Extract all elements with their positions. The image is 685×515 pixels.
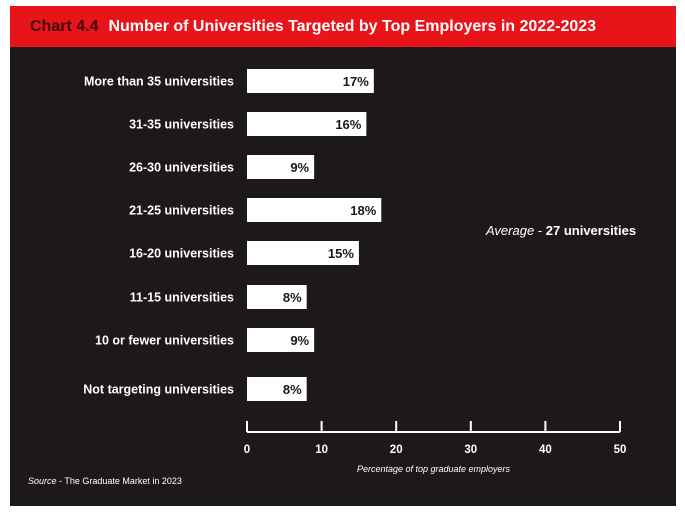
category-label: More than 35 universities: [84, 75, 234, 89]
category-label: Not targeting universities: [83, 383, 234, 397]
x-tick-label: 40: [539, 444, 552, 456]
bar-value-label: 8%: [283, 290, 302, 305]
average-annotation-separator: -: [534, 223, 546, 238]
bar: [247, 69, 374, 93]
category-label: 21-25 universities: [129, 204, 234, 218]
bar-value-label: 15%: [328, 246, 354, 261]
bar-value-label: 8%: [283, 382, 302, 397]
x-tick-label: 0: [244, 444, 250, 456]
bar: [247, 112, 367, 136]
category-label: 26-30 universities: [129, 161, 234, 175]
source-separator: -: [56, 476, 65, 486]
x-tick-label: 20: [390, 444, 403, 456]
bar: [247, 377, 307, 401]
x-axis-title: Percentage of top graduate employers: [357, 464, 511, 474]
source-note: Source - The Graduate Market in 2023: [28, 476, 182, 486]
average-annotation-prefix: Average: [486, 223, 535, 238]
bar: [247, 285, 307, 309]
chart-header: Chart 4.4 Number of Universities Targete…: [10, 6, 676, 47]
bar-chart: More than 35 universities 17% 31-35 univer…: [83, 69, 627, 474]
bar: [247, 328, 315, 352]
x-tick-label: 30: [464, 444, 477, 456]
chart-frame: Chart 4.4 Number of Universities Targete…: [10, 6, 676, 506]
category-label: 11-15 universities: [130, 291, 234, 305]
average-annotation-value: 27 universities: [545, 223, 637, 238]
chart-number: Chart 4.4: [30, 17, 99, 35]
x-tick-label: 50: [614, 444, 627, 456]
average-annotation: Average - 27 universities: [486, 223, 636, 238]
bar-value-label: 17%: [343, 74, 369, 89]
bar-value-label: 9%: [290, 160, 309, 175]
category-label: 31-35 universities: [129, 118, 234, 132]
x-tick-label: 10: [315, 444, 328, 456]
bar-value-label: 16%: [335, 117, 361, 132]
chart-title: Number of Universities Targeted by Top E…: [108, 17, 597, 35]
bar-value-label: 9%: [290, 333, 309, 348]
source-text: The Graduate Market in 2023: [64, 476, 182, 486]
plot-area: More than 35 universities 17% 31-35 univer…: [10, 47, 676, 506]
bar-value-label: 18%: [350, 203, 376, 218]
bar: [247, 155, 315, 179]
bar: [247, 198, 382, 222]
category-label: 10 or fewer universities: [95, 334, 234, 348]
source-prefix: Source: [28, 476, 57, 486]
category-label: 16-20 universities: [129, 247, 234, 261]
bar: [247, 241, 359, 265]
